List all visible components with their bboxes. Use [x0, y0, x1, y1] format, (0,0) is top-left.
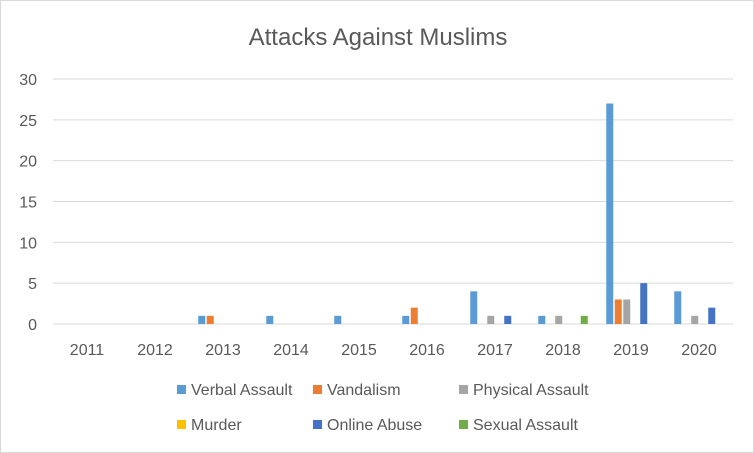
x-tick-label: 2011 — [70, 342, 105, 359]
y-tick-label: 20 — [19, 154, 37, 171]
bar — [487, 315, 495, 324]
legend-item: Murder — [177, 417, 242, 434]
legend-swatch — [177, 420, 186, 429]
x-tick-label: 2012 — [137, 342, 173, 359]
legend-swatch — [459, 385, 468, 394]
x-axis-ticks: 2011 2012 2013 2014 2015 2016 2017 2018 2019 2020 — [70, 342, 717, 359]
legend-label: Online Abuse — [327, 417, 422, 434]
legend-swatch — [177, 385, 186, 394]
bar — [198, 315, 206, 324]
y-tick-label: 10 — [19, 235, 37, 252]
bar — [623, 299, 631, 324]
bar — [504, 315, 512, 324]
bar — [614, 299, 622, 324]
bars — [198, 103, 716, 324]
legend-item: Vandalism — [313, 382, 401, 399]
x-tick-label: 2017 — [477, 342, 513, 359]
y-axis-ticks: 0 5 10 15 20 25 30 — [19, 72, 37, 334]
legend-swatch — [313, 420, 322, 429]
x-tick-label: 2020 — [681, 342, 717, 359]
y-tick-label: 5 — [28, 276, 37, 293]
y-tick-label: 25 — [19, 113, 37, 130]
x-tick-label: 2016 — [409, 342, 445, 359]
legend-item: Sexual Assault — [459, 417, 579, 434]
y-tick-label: 15 — [19, 195, 37, 212]
legend-swatch — [459, 420, 468, 429]
legend-label: Vandalism — [327, 382, 401, 399]
legend-label: Sexual Assault — [473, 417, 579, 434]
legend-swatch — [313, 385, 322, 394]
gridlines — [53, 78, 733, 325]
bar — [470, 291, 478, 324]
bar — [708, 307, 716, 324]
x-tick-label: 2018 — [545, 342, 581, 359]
bar — [334, 315, 342, 324]
bar — [402, 315, 410, 324]
y-tick-label: 0 — [28, 317, 37, 334]
x-tick-label: 2014 — [273, 342, 309, 359]
bar — [266, 315, 274, 324]
x-tick-label: 2013 — [205, 342, 241, 359]
legend-item: Verbal Assault — [177, 382, 293, 399]
bar — [606, 103, 614, 324]
x-tick-label: 2019 — [613, 342, 649, 359]
bar — [555, 315, 563, 324]
bar — [410, 307, 418, 324]
bar — [674, 291, 682, 324]
legend-item: Physical Assault — [459, 382, 589, 399]
y-tick-label: 30 — [19, 72, 37, 89]
legend-label: Physical Assault — [473, 382, 589, 399]
legend-label: Verbal Assault — [191, 382, 293, 399]
legend: Verbal Assault Vandalism Physical Assault M… — [177, 382, 589, 434]
bar — [206, 315, 214, 324]
bar — [691, 315, 699, 324]
chart-title: Attacks Against Muslims — [249, 24, 508, 51]
legend-item: Online Abuse — [313, 417, 422, 434]
legend-label: Murder — [191, 417, 242, 434]
bar — [580, 315, 588, 324]
x-tick-label: 2015 — [341, 342, 377, 359]
bar — [640, 283, 648, 324]
bar — [538, 315, 546, 324]
